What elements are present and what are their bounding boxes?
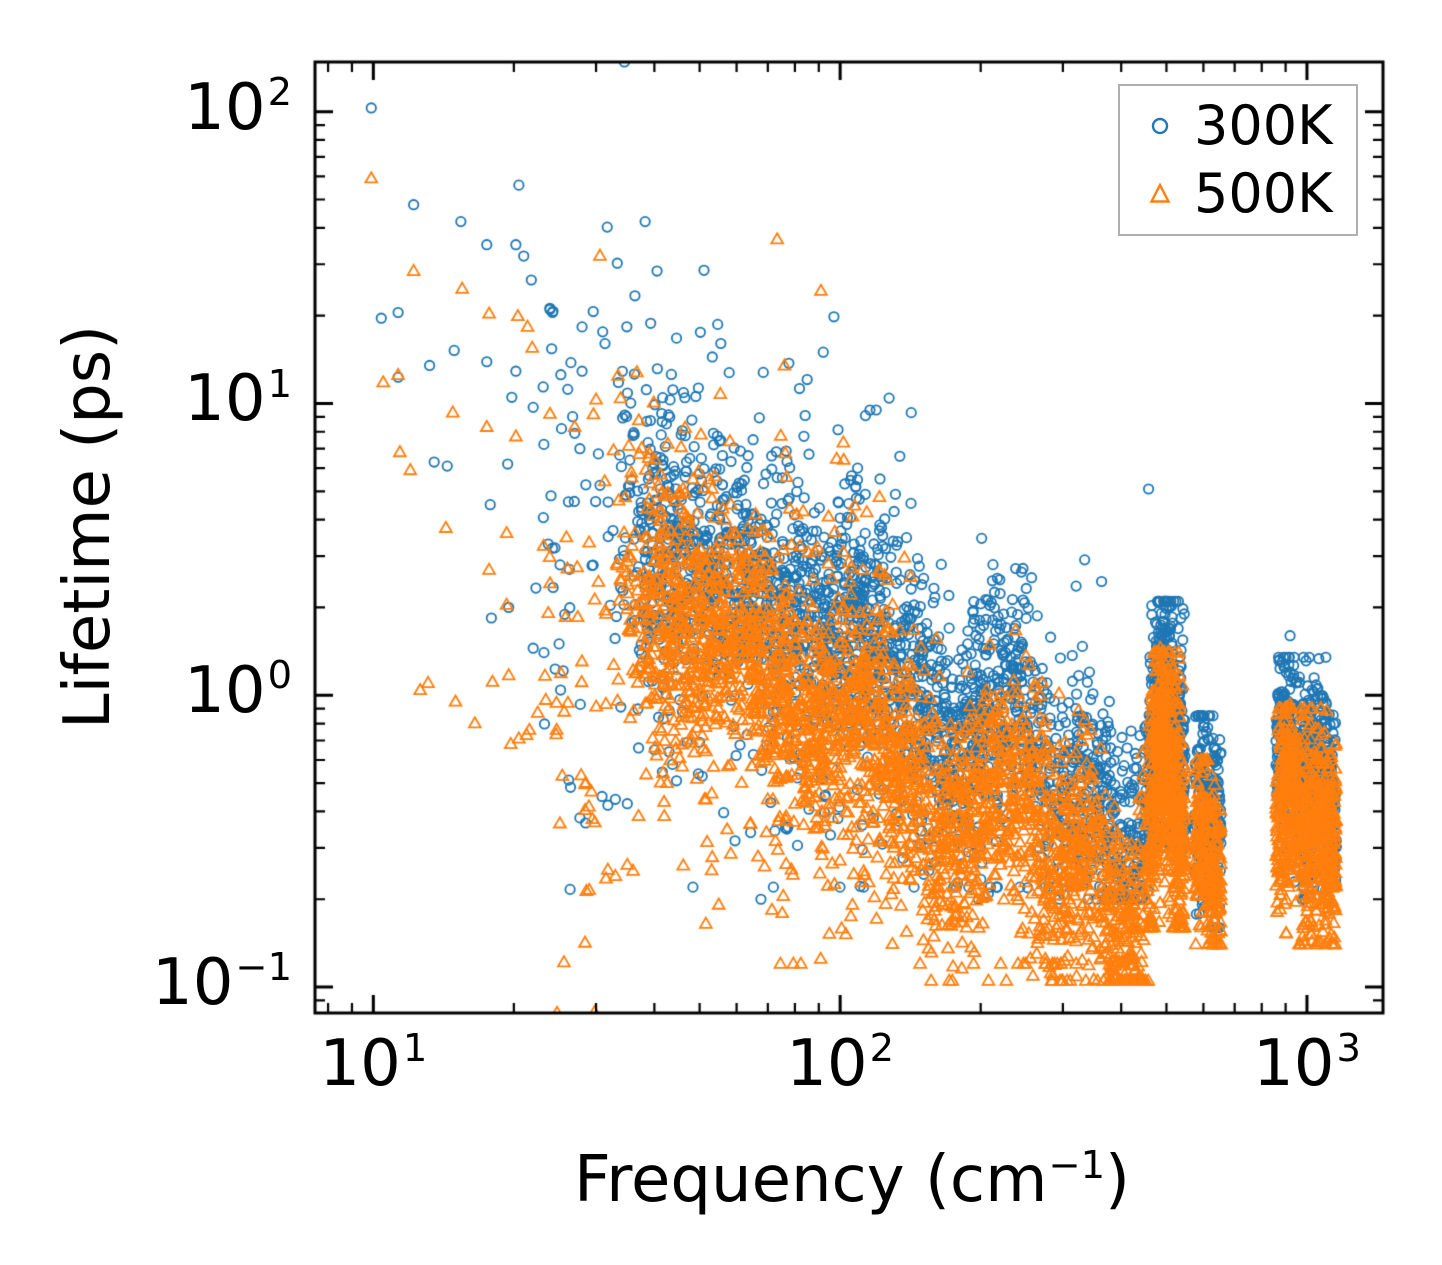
legend-item-300k: 300K <box>1120 97 1356 155</box>
y-tick-label: 100 <box>184 653 292 729</box>
circle-marker-icon <box>1151 117 1169 135</box>
legend-label-300k: 300K <box>1194 94 1333 157</box>
y-axis-label: Lifetime (ps) <box>51 324 125 730</box>
legend: 300K 500K <box>1118 84 1358 236</box>
x-tick-label: 101 <box>319 1026 428 1101</box>
x-axis-label-superscript: −1 <box>1048 1142 1106 1188</box>
y-tick-label: 10−1 <box>151 945 292 1021</box>
legend-label-500k: 500K <box>1194 162 1333 225</box>
triangle-marker-icon <box>1149 182 1171 203</box>
x-tick-label: 103 <box>1253 1026 1361 1101</box>
x-axis-label: Frequency (cm−1) <box>574 1146 1130 1212</box>
y-tick-label: 102 <box>184 70 292 145</box>
y-tick-label: 101 <box>184 361 292 437</box>
x-tick-label: 102 <box>786 1026 895 1101</box>
legend-item-500k: 500K <box>1120 165 1356 223</box>
x-axis-label-suffix: ) <box>1105 1143 1131 1217</box>
x-axis-label-text: Frequency (cm <box>573 1143 1048 1217</box>
